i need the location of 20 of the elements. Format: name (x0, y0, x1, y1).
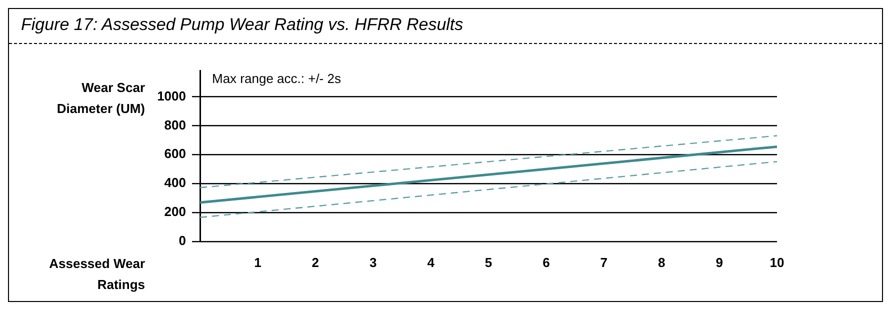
y-axis-title: Wear Scar Diameter (UM) (56, 79, 145, 118)
x-tick-label: 1 (254, 254, 262, 270)
annotation: Max range acc.: +/- 2s (212, 70, 342, 86)
y-tick-label: 1000 (157, 88, 186, 104)
x-tick-label: 2 (312, 254, 320, 270)
y-tick-label: 200 (164, 204, 186, 220)
y-tick-label: 800 (164, 117, 186, 132)
x-axis-title: Assessed Wear Ratings (49, 255, 145, 294)
y-tick-label: 600 (164, 146, 186, 162)
y-tick-label: 0 (178, 232, 186, 248)
chart-title: Figure 17: Assessed Pump Wear Rating vs. HFRR Results (9, 9, 882, 44)
x-tick-label: 4 (427, 254, 436, 270)
x-tick-label: 8 (658, 254, 666, 270)
y-tick-label: 400 (164, 175, 186, 190)
x-tick-label: 6 (542, 254, 550, 270)
x-tick-label: 10 (770, 254, 784, 270)
x-tick-label: 9 (716, 254, 723, 270)
x-tick-label: 7 (600, 254, 608, 270)
x-tick-label: 5 (484, 254, 492, 270)
x-tick-label: 3 (369, 254, 377, 270)
